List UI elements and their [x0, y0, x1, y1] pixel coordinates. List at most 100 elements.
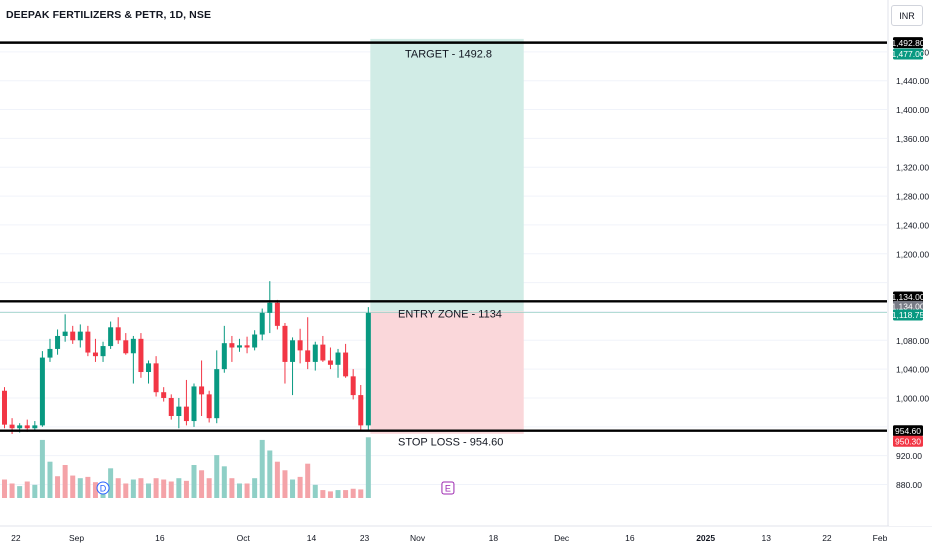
price-tick-label: 880.00 — [896, 480, 922, 490]
price-tick-label: 1,440.00 — [896, 76, 929, 86]
candle-body — [183, 406, 189, 422]
candle-body — [312, 344, 318, 362]
candle-body — [138, 338, 144, 373]
volume-bar — [161, 479, 167, 498]
candle — [77, 324, 83, 348]
volume-bar — [85, 476, 91, 498]
candle — [70, 325, 76, 344]
candle-body — [236, 345, 242, 348]
volume-bar — [183, 480, 189, 498]
volume-bar — [358, 489, 364, 498]
volume-bar — [92, 482, 98, 498]
volume-bar — [244, 483, 250, 498]
dividend-event-icon — [96, 481, 110, 495]
candle — [32, 421, 38, 432]
price-tag: 1,477.00 — [891, 48, 925, 60]
volume-bar — [259, 439, 265, 498]
candle — [92, 338, 98, 362]
time-tick-label: 22 — [11, 533, 21, 543]
candle-body — [244, 345, 250, 348]
price-tick-label: 1,080.00 — [896, 336, 929, 346]
candle-body — [130, 338, 136, 354]
price-tag: 1,492.80 — [891, 37, 925, 49]
candle-body — [100, 346, 106, 357]
price-tag-bg — [893, 425, 923, 437]
candle — [100, 341, 106, 362]
volume-bar — [335, 490, 341, 498]
candle-body — [252, 334, 258, 348]
volume-bar — [2, 479, 7, 498]
candle-body — [92, 352, 98, 357]
candle — [108, 321, 114, 349]
volume-bar — [55, 476, 61, 498]
candle-body — [24, 425, 30, 429]
position-zones — [0, 38, 887, 434]
candle-body — [305, 350, 311, 362]
candle — [327, 347, 333, 370]
volume-bar — [176, 478, 182, 498]
time-tick-label: Nov — [410, 533, 426, 543]
currency-button[interactable]: INR — [891, 5, 923, 26]
price-tag-bg — [893, 37, 923, 49]
price-tag-label: 1,134.00 — [891, 292, 924, 302]
candle — [199, 360, 205, 416]
candle-body — [123, 340, 129, 354]
volume-bar — [320, 490, 326, 498]
time-tick-label: 16 — [625, 533, 635, 543]
time-tick-label: Sep — [69, 533, 84, 543]
stop-label: STOP LOSS - 954.60 — [398, 437, 503, 449]
time-tick-label: Feb — [873, 533, 888, 543]
volume-bar — [305, 463, 311, 498]
candle — [343, 343, 349, 378]
price-tick-label: 1,360.00 — [896, 134, 929, 144]
volume-bar — [9, 483, 15, 498]
volume-bar — [214, 455, 220, 498]
price-tag: 1,118.75 — [892, 309, 924, 321]
candle-body — [320, 344, 326, 361]
volume-bar — [123, 483, 129, 498]
candle — [297, 328, 303, 364]
price-tag-bg — [893, 48, 923, 60]
candle-body — [282, 325, 288, 362]
price-tick-label: 1,280.00 — [896, 192, 929, 202]
volume-bar — [168, 481, 174, 498]
candle — [259, 308, 265, 341]
volume-bar — [39, 439, 45, 498]
candle-body — [55, 335, 61, 349]
candle — [183, 379, 189, 426]
candle — [55, 329, 61, 355]
candle — [335, 348, 341, 378]
candle-body — [77, 331, 83, 341]
candle — [123, 333, 129, 355]
price-tick-label: 920.00 — [896, 451, 922, 461]
volume-bar — [267, 450, 273, 498]
time-tick-label: 22 — [822, 533, 832, 543]
candle-body — [214, 369, 220, 419]
volume-bar — [32, 484, 38, 498]
price-tag-label: 1,134.00 — [891, 302, 924, 312]
price-tag-bg — [893, 309, 923, 321]
volume-bar — [365, 437, 371, 498]
volume-bar — [191, 465, 197, 498]
candle-body — [358, 395, 364, 426]
time-tick-label: 14 — [307, 533, 317, 543]
time-tick-label: 2025 — [696, 533, 715, 543]
candle-body — [70, 331, 76, 341]
candle — [176, 397, 182, 429]
price-tick-label: 1,200.00 — [896, 249, 929, 259]
volume-bar — [199, 470, 205, 498]
candle — [153, 356, 159, 397]
candle-body — [274, 302, 280, 326]
price-tick-label: 1,040.00 — [896, 365, 929, 375]
candle-body — [176, 406, 182, 416]
volume-bar — [62, 465, 68, 498]
price-tick-label: 1,000.00 — [896, 393, 929, 403]
candle — [305, 317, 311, 370]
time-tick-label: Oct — [237, 533, 251, 543]
price-tag-label: 1,477.00 — [891, 49, 924, 59]
candle — [161, 387, 167, 402]
time-tick-label: 23 — [360, 533, 370, 543]
candle — [312, 341, 318, 371]
